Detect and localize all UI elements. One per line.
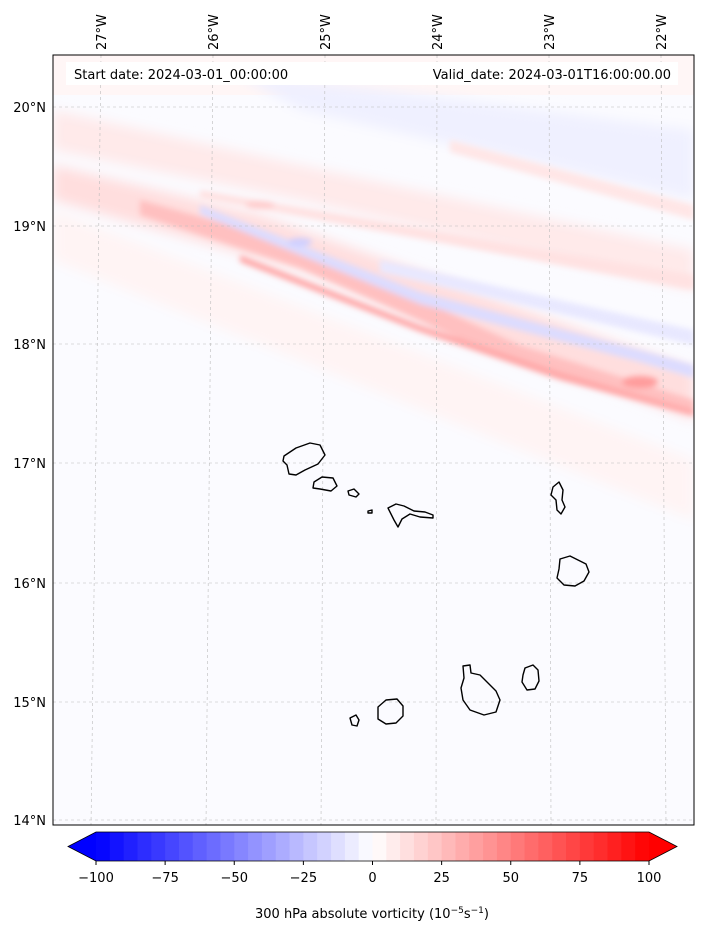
island-santa-luzia [347,488,360,498]
lon-label-23w: 23°W [543,14,558,50]
colorbar-segment [510,832,526,861]
colorbar-title: 300 hPa absolute vorticity (10−5s−1) [255,906,489,922]
colorbar-segment [248,832,263,861]
coastlines [282,442,590,727]
colorbar-segment [234,832,249,861]
colorbar-extend-high [649,832,677,861]
island-maio [521,664,540,691]
island-fogo [377,698,404,725]
colorbar-tick-label: 75 [572,871,589,886]
longitude-labels: 27°W 26°W 25°W 24°W 23°W 22°W [95,14,670,50]
lat-label-15n: 15°N [13,696,46,711]
island-boa-vista [556,555,590,587]
colorbar-tick-label: 100 [637,871,662,886]
colorbar-extend-low [68,832,96,861]
colorbar-segment [524,832,539,861]
lon-label-26w: 26°W [207,14,222,50]
island-santiago [460,664,501,716]
lat-label-20n: 20°N [13,101,46,116]
colorbar-segment [192,832,208,861]
colorbar-segment [372,832,387,861]
colorbar-tick-label: 0 [368,871,376,886]
colorbar-segment [427,832,443,861]
colorbar-segment [635,832,650,861]
island-brava [349,714,360,727]
colorbar-segment [151,832,166,861]
colorbar-segment [579,832,595,861]
island-sal [550,481,566,515]
latitude-labels: 20°N 19°N 18°N 17°N 16°N 15°N 14°N [13,101,46,829]
colorbar-segment [109,832,125,861]
colorbar-segment [593,832,609,861]
colorbar-segment [206,832,221,861]
lon-label-24w: 24°W [431,14,446,50]
colorbar-segment [607,832,622,861]
colorbar-segment [566,832,581,861]
vorticity-field [53,55,694,825]
valid-date-label: Valid_date: 2024-03-01T16:00:00.00 [433,68,671,83]
colorbar [67,831,678,862]
lat-label-17n: 17°N [13,457,46,472]
island-santo-antao [282,442,326,476]
colorbar-segment [331,832,346,861]
lon-label-22w: 22°W [655,14,670,50]
colorbar-segment [344,832,360,861]
colorbar-tick-label: −100 [78,871,114,886]
island-branco [367,509,373,514]
colorbar-segment [455,832,470,861]
colorbar-segment [496,832,512,861]
island-sao-nicolau [387,503,434,528]
map-frame [52,54,695,826]
lat-label-19n: 19°N [13,220,46,235]
colorbar-segment [483,832,498,861]
lat-label-14n: 14°N [13,814,46,829]
colorbar-segment [386,832,401,861]
colorbar-segment [123,832,138,861]
lon-label-25w: 25°W [319,14,334,50]
lon-label-27w: 27°W [95,14,110,50]
island-sao-vicente [312,476,338,492]
colorbar-segment [165,832,180,861]
colorbar-segment [317,832,332,861]
gridlines [53,55,694,825]
colorbar-tick-label: −50 [221,871,248,886]
colorbar-segment [413,832,429,861]
colorbar-segment [469,832,484,861]
header-background [66,62,678,85]
colorbar-segment [358,832,373,861]
colorbar-segment [538,832,553,861]
colorbar-segment [137,832,152,861]
colorbar-tick-label: 50 [502,871,519,886]
colorbar-segment [621,832,636,861]
colorbar-segment [178,832,194,861]
colorbar-segment [303,832,318,861]
lat-label-16n: 16°N [13,577,46,592]
lat-label-18n: 18°N [13,338,46,353]
colorbar-tick-label: 25 [433,871,450,886]
colorbar-segment [261,832,277,861]
colorbar-segment [275,832,291,861]
colorbar-segment [552,832,567,861]
colorbar-segment [96,832,111,861]
colorbar-tick-label: −75 [151,871,178,886]
colorbar-tick-label: −25 [290,871,317,886]
start-date-label: Start date: 2024-03-01_00:00:00 [74,68,288,83]
colorbar-ticks: −100 −75 −50 −25 0 25 50 75 100 [78,861,661,886]
colorbar-segment [400,832,415,861]
colorbar-segment [289,832,304,861]
colorbar-segment [441,832,456,861]
colorbar-segment [220,832,235,861]
